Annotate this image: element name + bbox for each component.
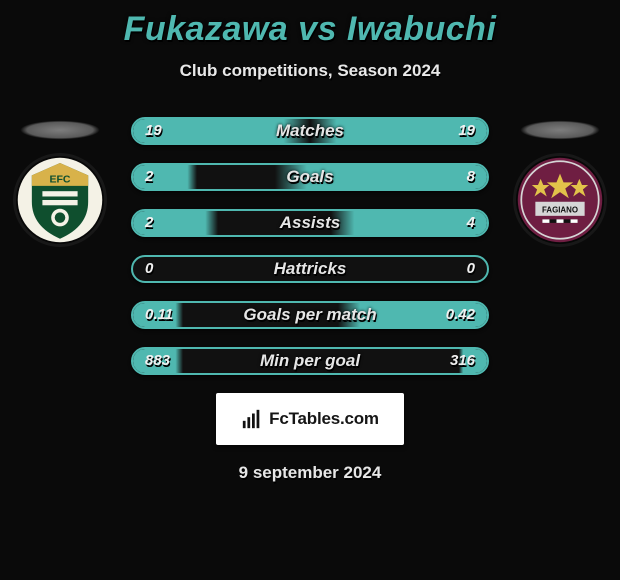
stat-row-goals-per-match: 0.11 Goals per match 0.42 (131, 301, 489, 329)
stat-bar-right (310, 119, 487, 143)
shield-icon: FAGIANO (516, 156, 604, 244)
player-right: FAGIANO (500, 116, 620, 286)
stat-label: Min per goal (133, 349, 487, 373)
stat-bar-right (275, 165, 487, 189)
stat-row-hattricks: 0 Hattricks 0 (131, 255, 489, 283)
badge-text-right: FAGIANO (542, 205, 578, 214)
player-silhouette (500, 116, 620, 144)
brand-link[interactable]: FcTables.com (216, 393, 404, 445)
player-left: EFC (0, 116, 120, 286)
stat-label: Hattricks (133, 257, 487, 281)
stat-row-goals: 2 Goals 8 (131, 163, 489, 191)
stat-bar-right (338, 303, 487, 327)
stat-bar-left (133, 349, 183, 373)
comparison-card: Fukazawa vs Iwabuchi Club competitions, … (0, 0, 620, 580)
stat-bar-left (133, 211, 218, 235)
brand-text: FcTables.com (269, 409, 379, 429)
stat-bar-right (459, 349, 487, 373)
stat-bar-left (133, 119, 310, 143)
stat-bar-left (133, 165, 197, 189)
stat-row-min-per-goal: 883 Min per goal 316 (131, 347, 489, 375)
stat-value-right: 0 (467, 257, 475, 281)
stat-row-assists: 2 Assists 4 (131, 209, 489, 237)
footer-date: 9 september 2024 (0, 463, 620, 483)
club-badge-right: FAGIANO (516, 156, 604, 244)
page-title: Fukazawa vs Iwabuchi (0, 10, 620, 49)
stat-value-left: 0 (145, 257, 153, 281)
player-silhouette (0, 116, 120, 144)
bars-icon (241, 408, 263, 430)
badge-text-left: EFC (49, 173, 70, 185)
shield-icon: EFC (16, 156, 104, 244)
club-badge-left: EFC (16, 156, 104, 244)
page-subtitle: Club competitions, Season 2024 (0, 61, 620, 81)
stat-bar-left (133, 303, 183, 327)
stat-bar-right (331, 211, 487, 235)
stat-row-matches: 19 Matches 19 (131, 117, 489, 145)
stats-column: 19 Matches 19 2 Goals 8 2 Assists 4 0 Ha… (131, 117, 489, 375)
